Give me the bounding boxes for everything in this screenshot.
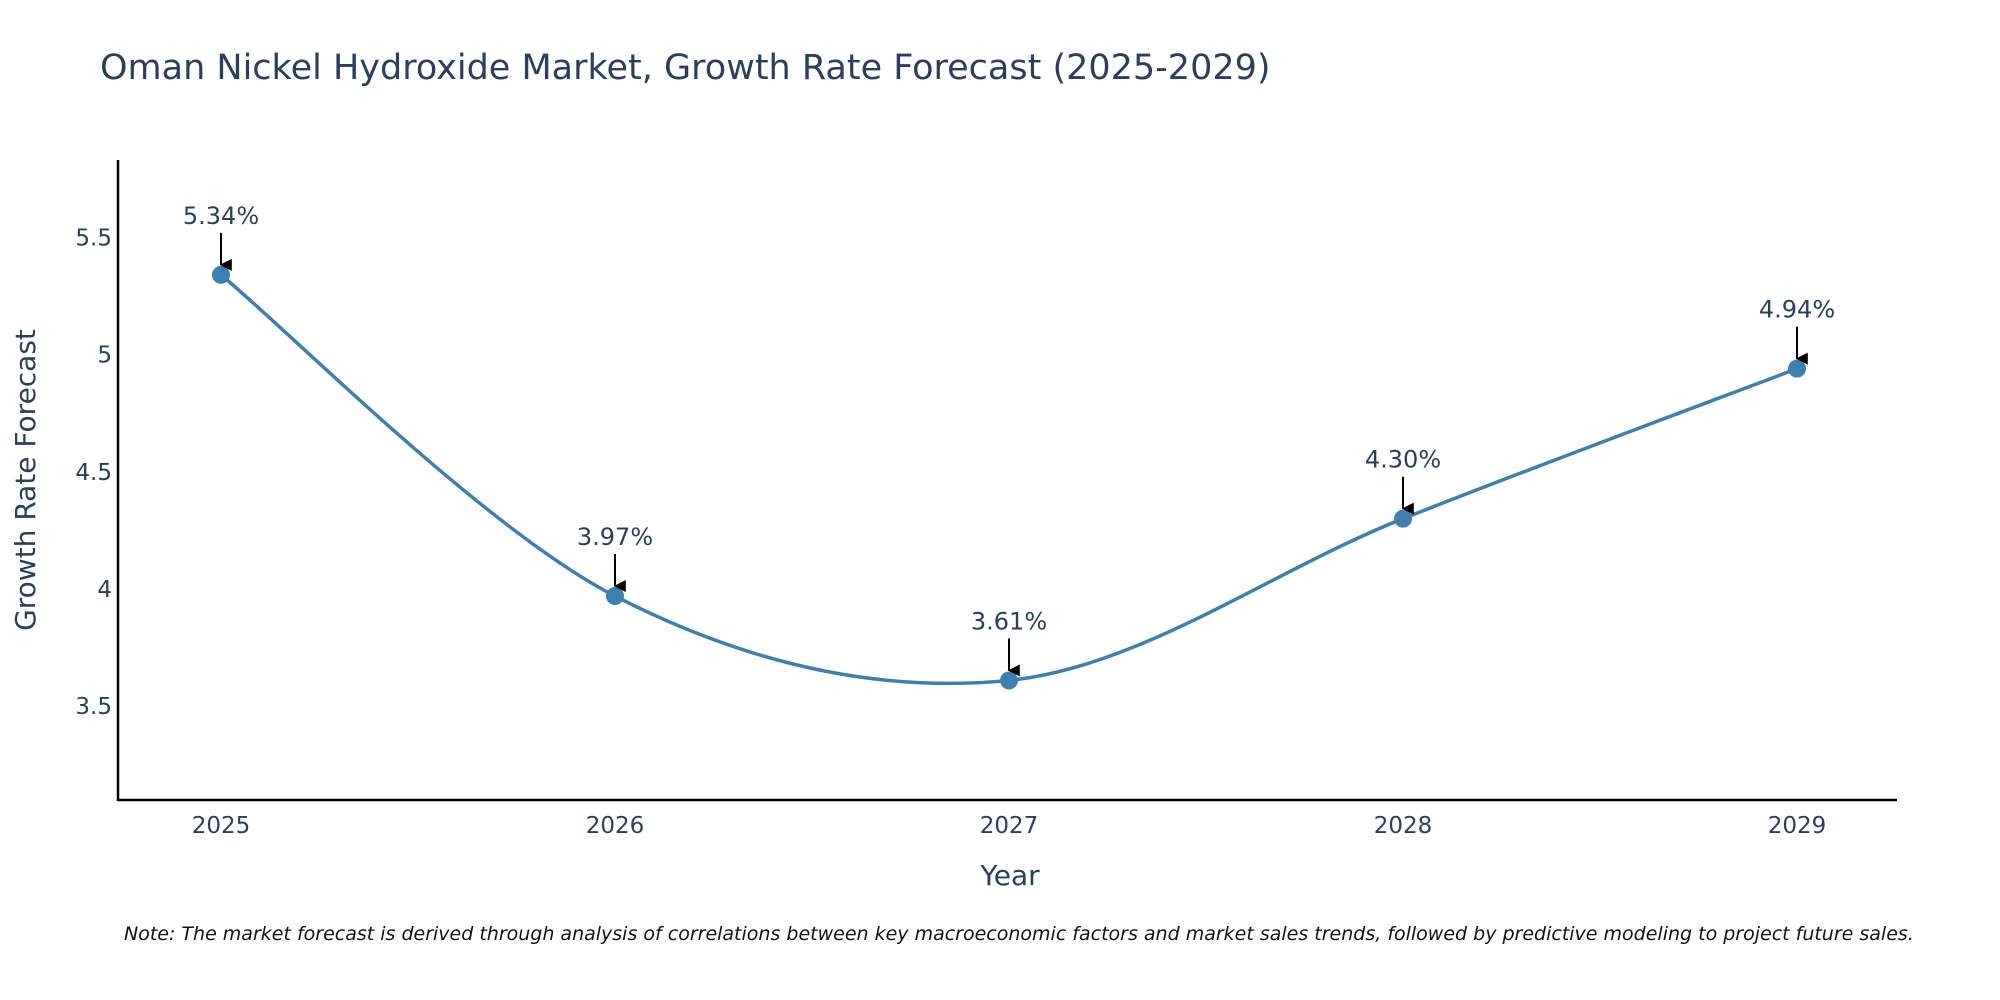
data-label: 3.61% [971,607,1047,635]
data-point [1788,359,1806,378]
chart-title: Oman Nickel Hydroxide Market, Growth Rat… [100,48,1271,88]
data-point [1000,671,1018,690]
y-tick-label: 5.5 [75,225,112,251]
data-annotations: 5.34% 3.97% 3.61% 4.30% 4.94% [183,202,1835,677]
y-tick-label: 4.5 [75,460,112,486]
y-tick-label: 3.5 [75,694,112,720]
x-axis-title: Year [979,859,1040,892]
data-label: 5.34% [183,202,259,230]
y-tick-label: 4 [97,577,112,603]
data-label: 3.97% [577,523,653,551]
x-tick-label: 2026 [586,813,645,839]
data-label: 4.94% [1759,296,1835,324]
y-tick-label: 5 [97,343,112,369]
x-tick-label: 2028 [1374,813,1433,839]
x-tick-label: 2029 [1768,813,1827,839]
data-point [1394,509,1412,528]
data-point [212,265,230,284]
chart-note: Note: The market forecast is derived thr… [124,923,1914,945]
y-axis-ticks: 3.5 4 4.5 5 5.5 [75,225,112,720]
x-axis-ticks: 2025 2026 2027 2028 2029 [192,813,1827,839]
x-tick-label: 2025 [192,813,251,839]
y-axis-title: Growth Rate Forecast [9,329,42,631]
data-point [606,587,624,606]
data-label: 4.30% [1365,446,1441,474]
x-tick-label: 2027 [980,813,1039,839]
